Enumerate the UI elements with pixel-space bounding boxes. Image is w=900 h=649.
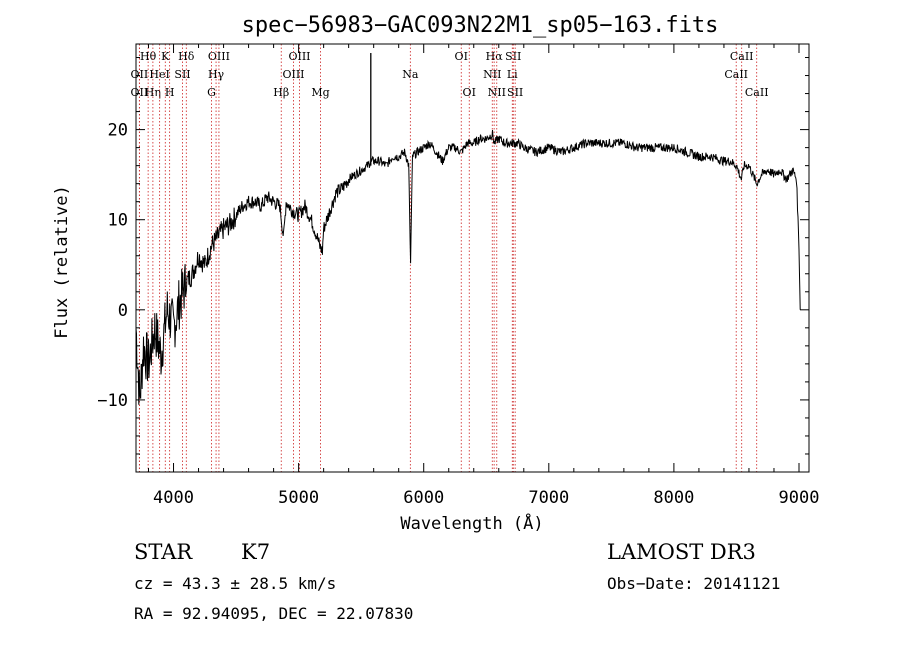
line-marker-label: Hθ [140,50,157,63]
y-tick-label: 0 [118,301,128,321]
x-tick-label: 9000 [779,488,820,508]
y-tick-label: 10 [108,211,128,231]
line-marker-label: OΙΙ [131,86,149,99]
coordinates: RA = 92.94095, DEC = 22.07830 [134,604,414,623]
line-marker-label: Hγ [208,68,225,81]
line-marker-label: CaΙΙ [724,68,748,81]
chart-title: spec−56983−GAC093N22M1_sp05−163.fits [242,13,719,38]
y-axis-label: Flux (relative) [52,185,72,339]
line-marker-label: OΙ [463,86,476,99]
line-marker-label: Hα [486,50,504,63]
line-marker-label: OΙΙΙ [208,50,230,63]
line-marker-label: H [165,86,175,99]
survey-name: LAMOST DR3 [607,540,756,564]
plot-frame [135,43,810,473]
redshift-cz: cz = 43.3 ± 28.5 km/s [134,574,337,593]
line-marker-label: OΙΙΙ [282,68,304,81]
line-marker-label: CaΙΙ [730,50,754,63]
x-axis-label: Wavelength (Å) [400,512,543,534]
line-marker-label: Hη [145,86,161,99]
line-marker-label: CaΙΙ [745,86,769,99]
line-marker-label: SΙΙ [174,68,190,81]
line-marker-label: K [161,50,170,63]
line-marker-label: OΙΙ [131,68,149,81]
line-markers: OΙΙ OΙΙ Hθ Hη K HeΙ H Hδ SΙΙ OΙΙΙ Hγ G Hβ OΙΙΙ OΙΙΙ Mg N… [131,44,769,472]
axis-ticks: 4000 5000 6000 7000 8000 9000 −10 0 10 20 [97,44,819,508]
x-tick-label: 6000 [403,488,444,508]
x-tick-label: 4000 [153,488,194,508]
x-tick-label: 8000 [653,488,694,508]
y-tick-label: 20 [108,121,128,141]
y-tick-label: −10 [97,391,128,411]
spectrum-line [135,129,801,405]
line-marker-label: NΙΙ [483,68,501,81]
line-marker-label: SΙΙ [507,86,523,99]
x-tick-label: 5000 [278,488,319,508]
object-class: STAR [134,540,193,564]
line-marker-label: NΙΙ [488,86,506,99]
line-marker-label: OΙ [455,50,468,63]
line-marker-label: OΙΙΙ [288,50,310,63]
object-subclass: K7 [241,540,271,564]
line-marker-label: Hβ [273,86,289,99]
line-marker-label: HeΙ [149,68,169,81]
line-marker-label: SΙΙ [505,50,521,63]
obs-date: Obs−Date: 20141121 [607,574,781,593]
line-marker-label: Mg [311,86,329,99]
line-marker-label: Na [402,68,419,81]
line-marker-label: Hδ [178,50,195,63]
line-marker-label: Li [507,68,518,81]
x-tick-label: 7000 [528,488,569,508]
spectrum-series [135,53,801,405]
line-marker-label: G [207,86,216,99]
